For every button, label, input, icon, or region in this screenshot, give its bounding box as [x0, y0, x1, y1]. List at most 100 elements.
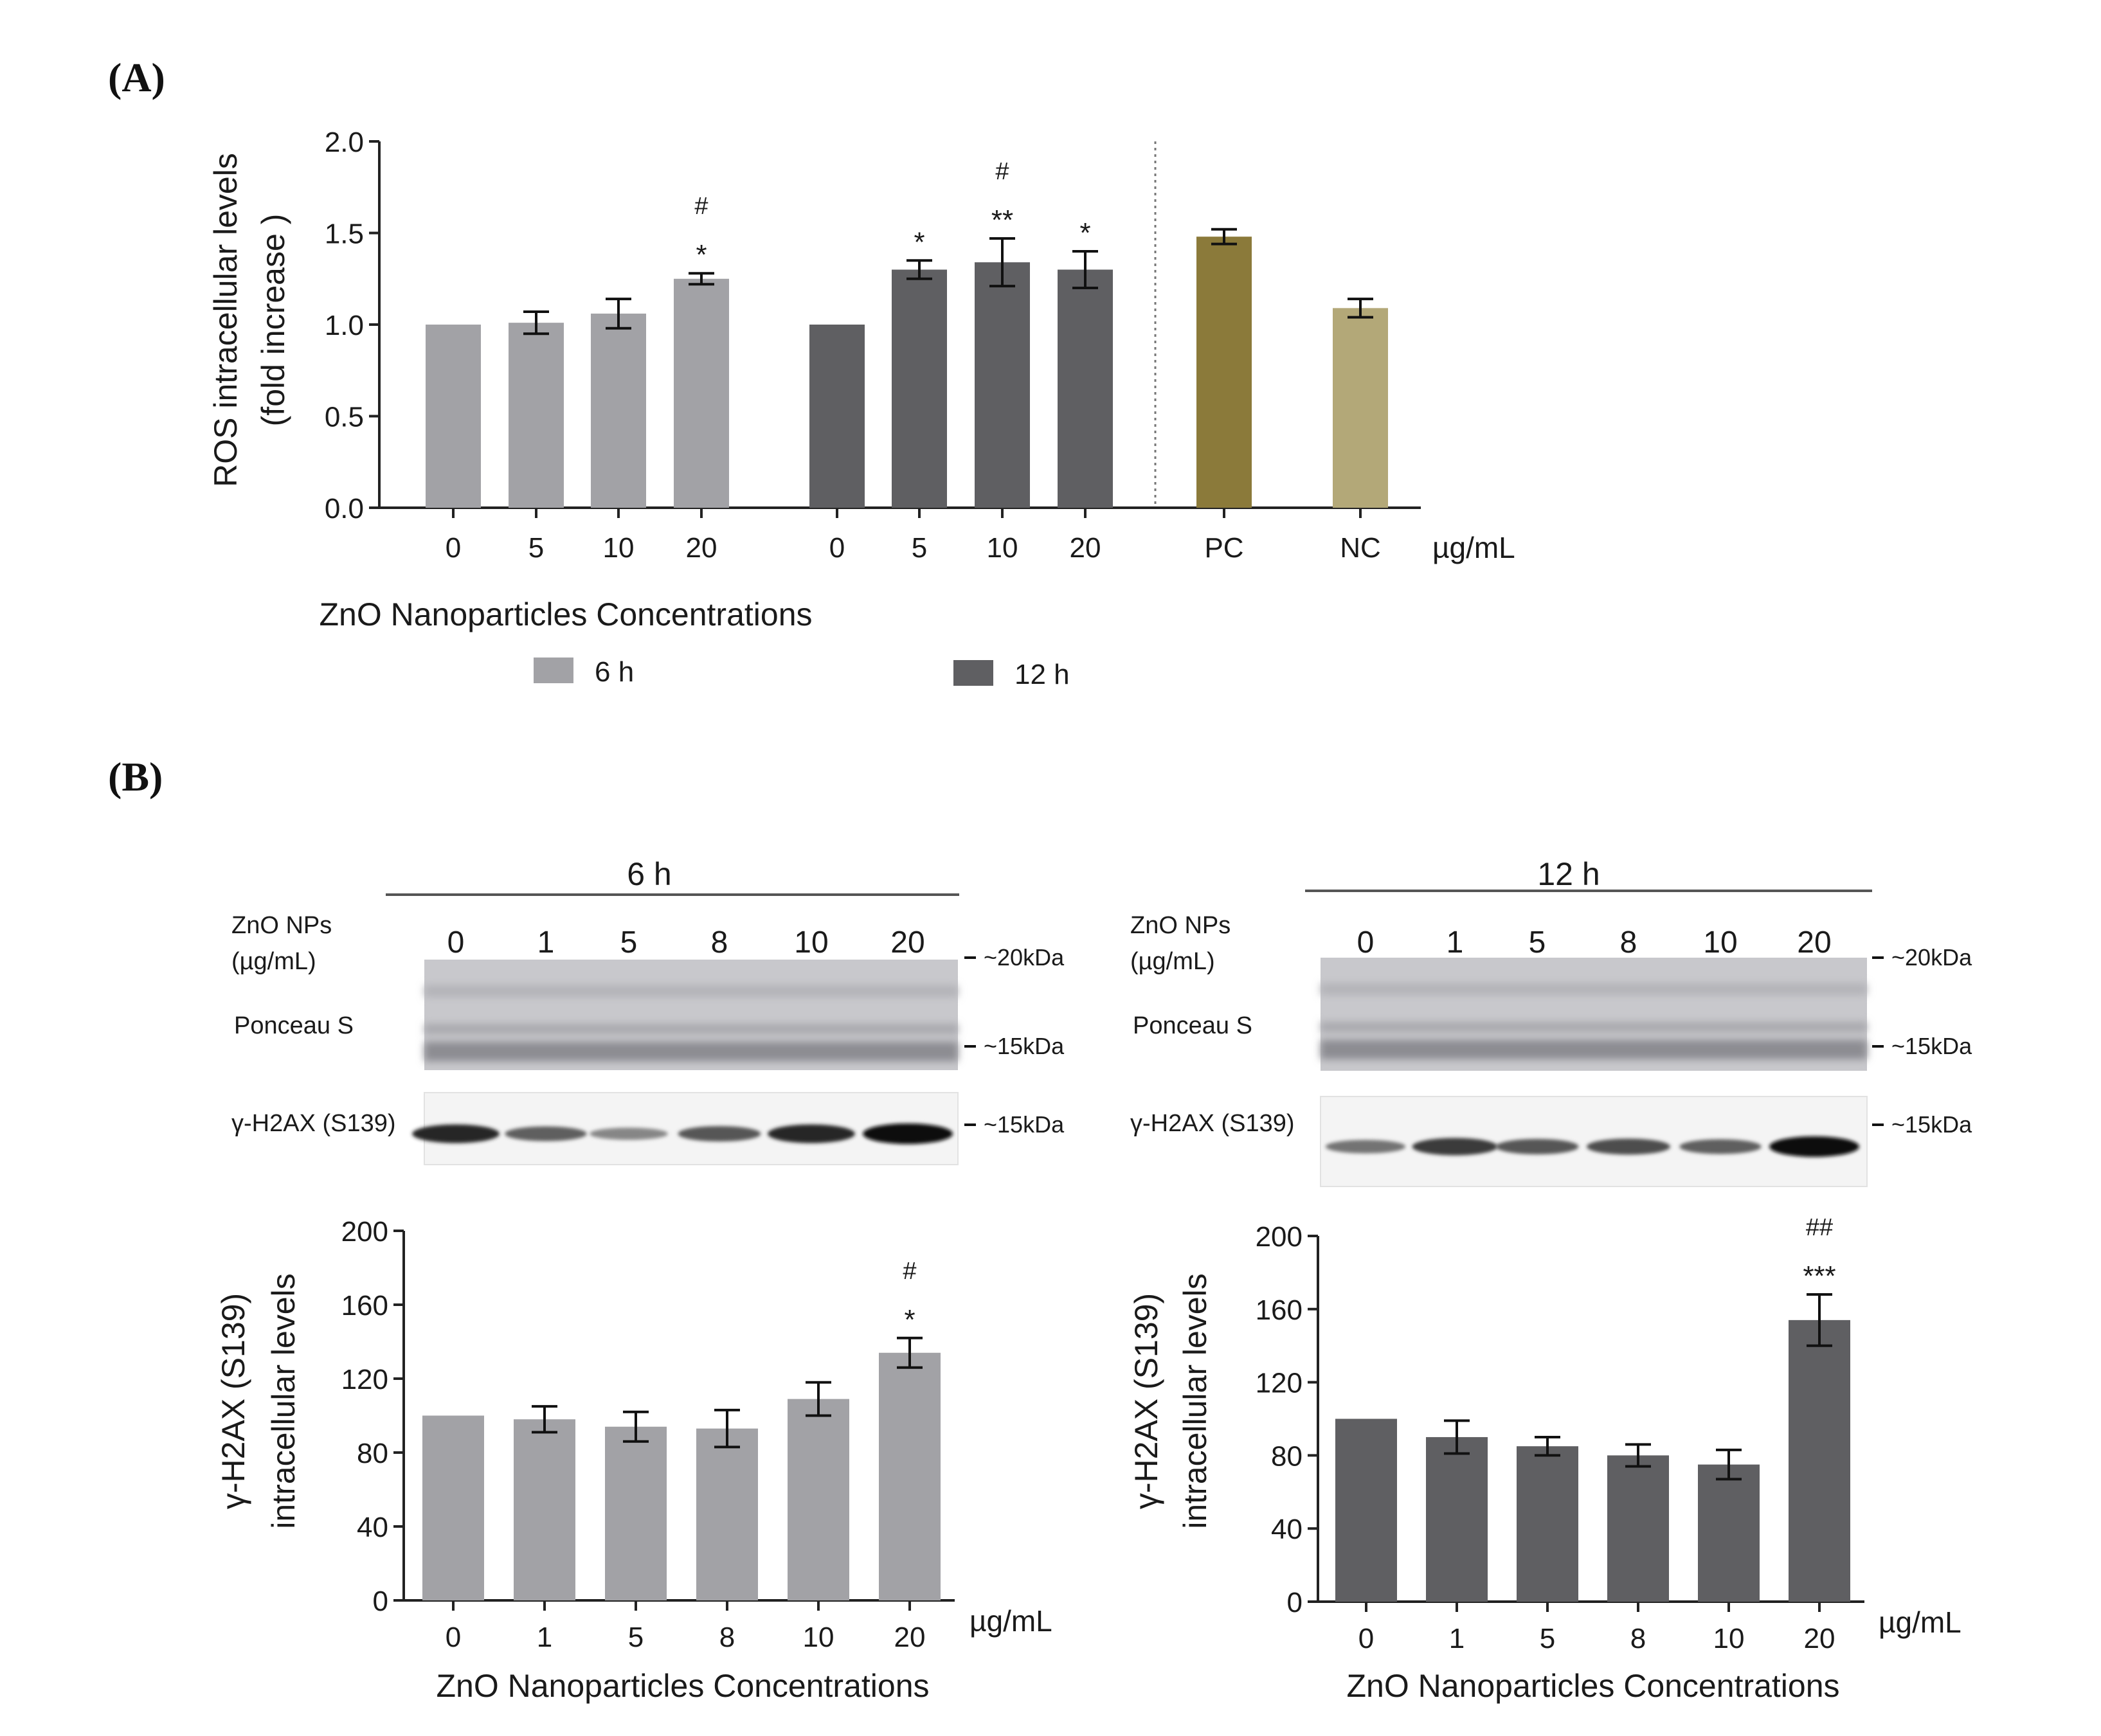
- chart-b-12h-ylabel-line2: intracellular levels: [1177, 1273, 1213, 1528]
- chart-b-6h-y-axis: 0 40 80 120 160 200: [341, 1216, 955, 1617]
- gamma-band: [863, 1123, 953, 1144]
- zno-label: ZnO NPs: [1130, 912, 1231, 939]
- chart-b-6h-y-tick-label: 80: [357, 1438, 388, 1469]
- zno-label: ZnO NPs: [231, 912, 332, 939]
- chart-a-bar: [1058, 269, 1113, 508]
- chart-a-bar: [1333, 308, 1388, 508]
- gamma-band: [1325, 1140, 1406, 1154]
- chart-a-significance-mark: *: [696, 239, 707, 271]
- gamma-band: [590, 1127, 668, 1140]
- blot-title: 6 h: [627, 856, 672, 892]
- chart-b-6h-y-tick-label: 160: [341, 1290, 388, 1321]
- legend-label-6h: 6 h: [595, 656, 634, 688]
- chart-a-x-tick-label: PC: [1204, 532, 1243, 564]
- chart-b-12h-y-tick-label: 200: [1256, 1221, 1303, 1253]
- mw-marker-label: ~15kDa: [984, 1111, 1065, 1138]
- chart-a-unit-label: µg/mL: [1432, 531, 1515, 564]
- lane-label: 10: [794, 926, 828, 960]
- mw-marker-label: ~20kDa: [984, 944, 1065, 971]
- gamma-band: [1495, 1139, 1579, 1154]
- chart-a-bar: [674, 278, 729, 508]
- chart-a-x-tick-label: 0: [829, 532, 845, 564]
- chart-a-x-tick-label: 0: [446, 532, 461, 564]
- ponceau-label: Ponceau S: [234, 1012, 354, 1039]
- ponceau-band: [424, 985, 958, 997]
- ponceau-band: [424, 1024, 958, 1034]
- chart-a-y-tick-label: 0.5: [325, 402, 364, 433]
- chart-a-ylabel-line1: ROS intracellular levels: [208, 153, 244, 487]
- gamma-band: [768, 1124, 855, 1143]
- chart-a-x-tick-label: 5: [528, 532, 544, 564]
- lane-label: 5: [1529, 926, 1546, 960]
- gamma-band: [1769, 1136, 1859, 1157]
- chart-a-y-tick-label: 0.0: [325, 493, 364, 524]
- mw-marker-label: ~20kDa: [1891, 944, 1972, 971]
- blot-12h: 12 h ZnO NPs (µg/mL) 0 1 5 8 10 20 Ponceau S γ-H2A…: [1130, 856, 1972, 1187]
- zno-unit-label: (µg/mL): [1130, 948, 1215, 975]
- gamma-band: [678, 1126, 761, 1141]
- chart-b-6h-x-tick-label: 8: [719, 1622, 735, 1653]
- lane-label: 0: [1357, 926, 1375, 960]
- chart-b-12h-x-tick-label: 20: [1804, 1623, 1835, 1654]
- mw-marker-label: ~15kDa: [1891, 1111, 1972, 1138]
- chart-b-12h-x-tick-label: 10: [1713, 1623, 1745, 1654]
- lane-label: 8: [1620, 926, 1637, 960]
- chart-b-6h-xlabel: ZnO Nanoparticles Concentrations: [436, 1668, 929, 1704]
- lane-label: 0: [447, 926, 465, 960]
- chart-a-y-tick-label: 2.0: [325, 127, 364, 158]
- mw-marker-label: ~15kDa: [1891, 1033, 1972, 1059]
- lane-label: 20: [1797, 926, 1831, 960]
- lane-label: 10: [1703, 926, 1737, 960]
- lane-label: 5: [620, 926, 638, 960]
- chart-a-x-tick-label: 10: [987, 532, 1018, 564]
- chart-b-6h-x-tick-label: 10: [803, 1622, 834, 1653]
- chart-b-6h-bar: [879, 1352, 941, 1600]
- chart-b-12h-bars: 0 1 5 8 10 20 *** ##: [1335, 1214, 1850, 1654]
- chart-a-bars: 0 5 10 20 * #0 5 * 10 ** #20 * PC NC: [426, 141, 1388, 564]
- chart-b-12h-y-tick-label: 160: [1256, 1294, 1303, 1326]
- chart-b-12h-bar: [1698, 1464, 1760, 1602]
- chart-b-12h-bar: [1426, 1436, 1488, 1602]
- chart-b-12h-significance-mark: ##: [1806, 1214, 1833, 1241]
- chart-b-12h-x-tick-label: 8: [1630, 1623, 1646, 1654]
- gamma-band: [1586, 1138, 1671, 1155]
- legend-label-12h: 12 h: [1014, 659, 1070, 690]
- chart-b-12h-x-tick-label: 1: [1449, 1623, 1465, 1654]
- chart-b-12h-bar: [1517, 1446, 1578, 1602]
- chart-b-6h-bar: [514, 1419, 575, 1600]
- chart-a-x-tick-label: 20: [1070, 532, 1101, 564]
- chart-b-12h-y-tick-label: 80: [1271, 1440, 1303, 1472]
- ponceau-band: [1321, 1022, 1867, 1032]
- chart-b-6h-y-tick-label: 40: [357, 1512, 388, 1543]
- chart-b-6h-ylabel-line2: intracellular levels: [266, 1273, 302, 1528]
- chart-a-significance-mark: **: [991, 204, 1013, 236]
- chart-b-6h-significance-mark: #: [903, 1258, 916, 1285]
- ponceau-band: [1321, 983, 1867, 995]
- panel-label-a: (A): [108, 55, 165, 100]
- legend-swatch-6h: [534, 658, 573, 683]
- lane-label: 8: [711, 926, 728, 960]
- chart-a-xlabel: ZnO Nanoparticles Concentrations: [319, 596, 812, 632]
- lane-label: 1: [537, 926, 555, 960]
- chart-b-6h-x-tick-label: 20: [894, 1622, 926, 1653]
- chart-a-legend: 6 h 12 h: [534, 656, 1070, 690]
- chart-a-ylabel-line2: (fold increase ): [255, 214, 291, 427]
- blot-6h: 6 h ZnO NPs (µg/mL) 0 1 5 8 10 20 Ponceau S γ-H2AX…: [231, 856, 1065, 1165]
- chart-b-12h-ylabel-line1: γ-H2AX (S139): [1128, 1293, 1164, 1509]
- gamma-label: γ-H2AX (S139): [231, 1110, 396, 1137]
- chart-a-bar: [809, 325, 865, 508]
- chart-b-6h-x-tick-label: 0: [446, 1622, 461, 1653]
- chart-b-12h-significance-mark: ***: [1803, 1260, 1835, 1292]
- ponceau-band: [424, 1042, 958, 1061]
- chart-b-6h-ylabel-line1: γ-H2AX (S139): [215, 1293, 251, 1509]
- chart-b-12h-unit-label: µg/mL: [1879, 1606, 1961, 1639]
- chart-a-significance-mark: #: [995, 158, 1009, 185]
- chart-b-6h-x-tick-label: 1: [537, 1622, 552, 1653]
- chart-b-12h-y-tick-label: 40: [1271, 1514, 1303, 1545]
- chart-b-12h-y-axis: 0 40 80 120 160 200: [1256, 1221, 1864, 1618]
- chart-a-bar: [509, 323, 564, 508]
- gamma-label: γ-H2AX (S139): [1130, 1110, 1295, 1137]
- chart-b-6h-bar: [788, 1399, 849, 1600]
- chart-a-bar: [1196, 237, 1252, 508]
- chart-a-x-tick-label: 20: [686, 532, 717, 564]
